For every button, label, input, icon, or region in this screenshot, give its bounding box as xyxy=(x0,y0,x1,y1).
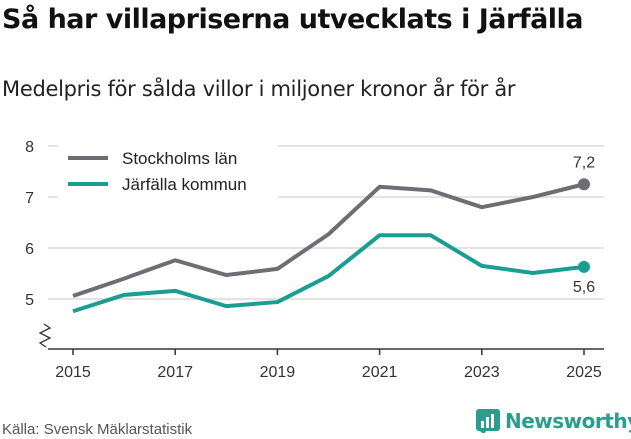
end-value-label: 7,2 xyxy=(573,154,595,171)
end-value-label: 5,6 xyxy=(573,279,595,296)
end-point-marker xyxy=(578,178,590,191)
x-tick-label: 2015 xyxy=(55,364,91,381)
logo-text: Newsworthy xyxy=(505,409,631,433)
x-tick-label: 2019 xyxy=(260,364,296,381)
x-tick-label: 2017 xyxy=(157,364,193,381)
legend-label: Stockholms län xyxy=(122,149,237,168)
x-tick-label: 2025 xyxy=(566,364,602,381)
chart-subtitle: Medelpris för sålda villor i miljoner kr… xyxy=(2,77,516,101)
newsworthy-logo: Newsworthy xyxy=(476,409,631,433)
y-tick-label: 7 xyxy=(25,190,34,207)
logo-bar-chart-icon xyxy=(476,409,500,433)
x-tick-label: 2023 xyxy=(464,364,500,381)
chart-title: Så har villapriserna utvecklats i Järfäl… xyxy=(2,4,584,35)
axis-break-icon xyxy=(38,323,52,348)
y-tick-label: 5 xyxy=(25,292,34,309)
y-tick-label: 6 xyxy=(25,241,34,258)
y-tick-label: 8 xyxy=(25,139,34,156)
series-line-0 xyxy=(72,182,585,298)
legend-label: Järfälla kommun xyxy=(122,175,247,194)
x-tick-label: 2021 xyxy=(362,364,398,381)
series-line-1 xyxy=(72,233,585,314)
source-note: Källa: Svensk Mäklarstatistik xyxy=(2,421,193,438)
end-point-marker xyxy=(578,260,590,273)
legend-background xyxy=(58,142,278,200)
